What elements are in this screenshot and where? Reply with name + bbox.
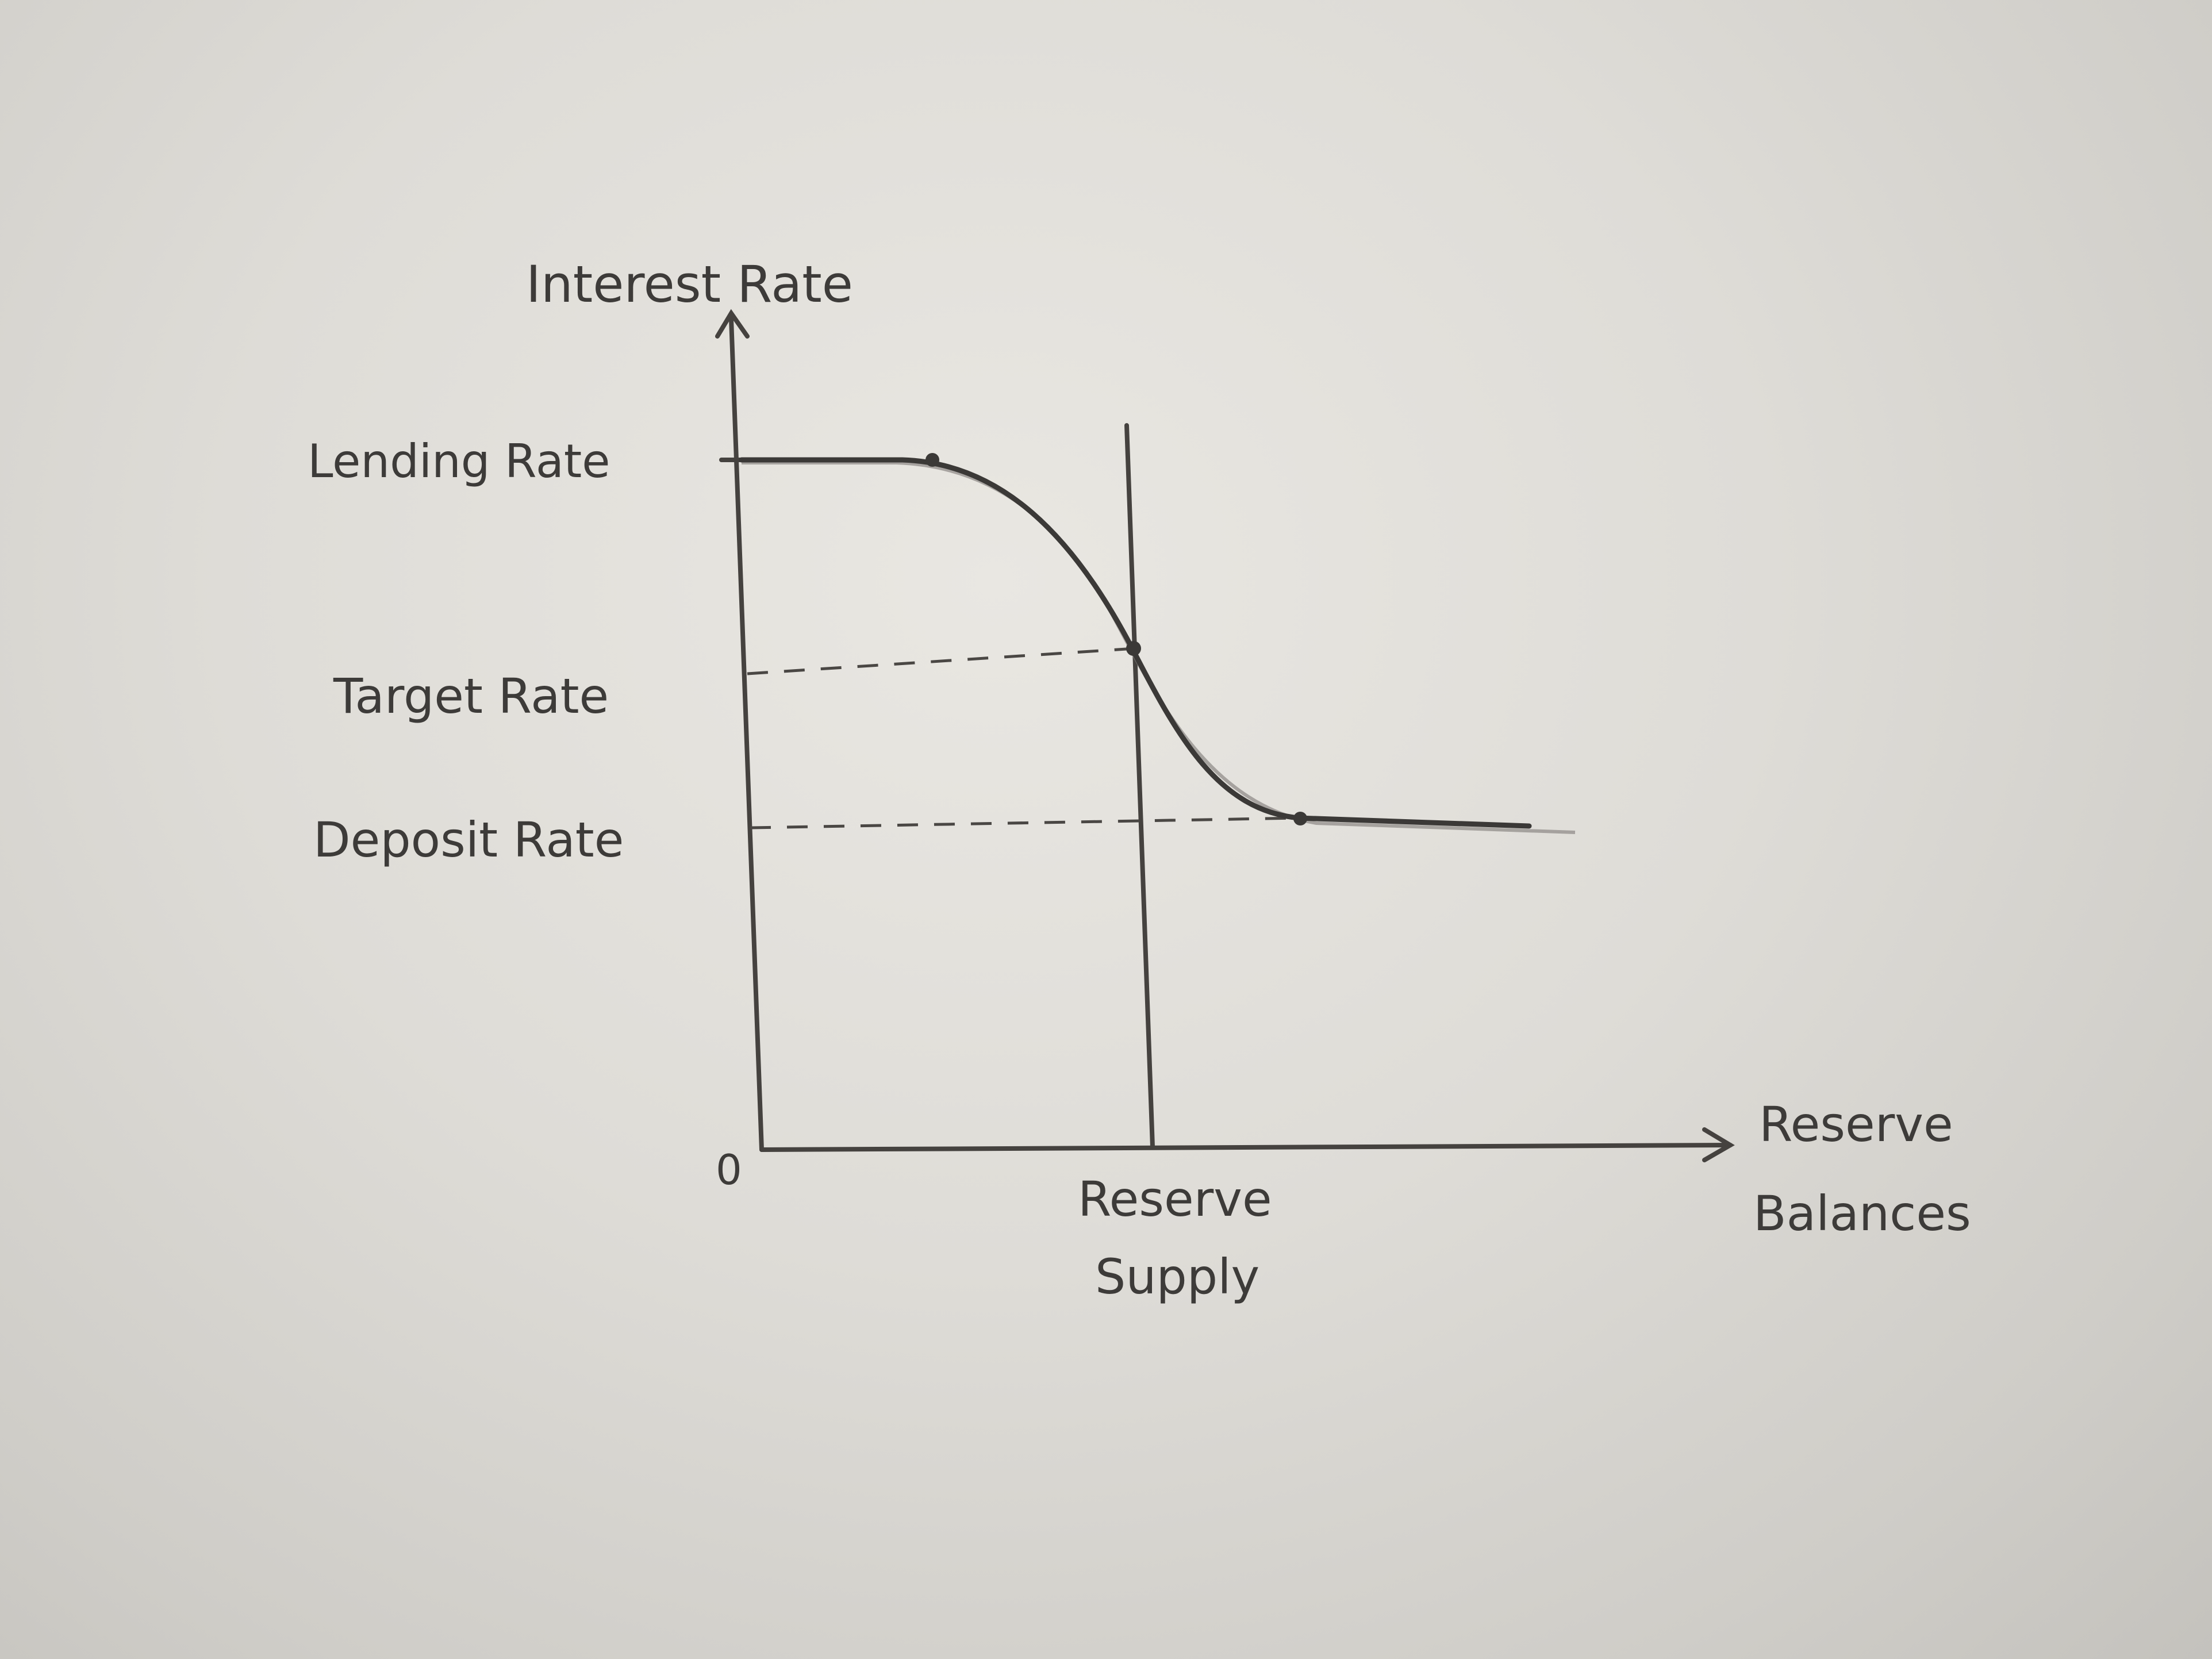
deposit-rate-label: Deposit Rate <box>313 812 624 868</box>
reserve-supply-line <box>1124 423 1155 1149</box>
y-axis <box>715 309 764 1152</box>
reserve-supply-label-line2: Supply <box>1095 1249 1259 1305</box>
target-rate-guide <box>747 647 1136 675</box>
lending-rate-label: Lending Rate <box>308 435 610 488</box>
reserve-supply-label-line1: Reserve <box>1078 1171 1272 1227</box>
x-axis-label-line2: Balances <box>1753 1185 1971 1242</box>
x-axis-label-line1: Reserve <box>1759 1096 1953 1153</box>
reserve-demand-curve <box>739 457 1576 834</box>
x-axis <box>759 1127 1735 1162</box>
origin-label: 0 <box>716 1146 742 1194</box>
lending-rate-point <box>925 453 939 467</box>
deposit-rate-point <box>1293 812 1307 825</box>
deposit-rate-guide <box>750 816 1300 830</box>
target-rate-point <box>1126 641 1141 656</box>
target-rate-label: Target Rate <box>333 668 609 724</box>
y-axis-label: Interest Rate <box>526 255 853 314</box>
